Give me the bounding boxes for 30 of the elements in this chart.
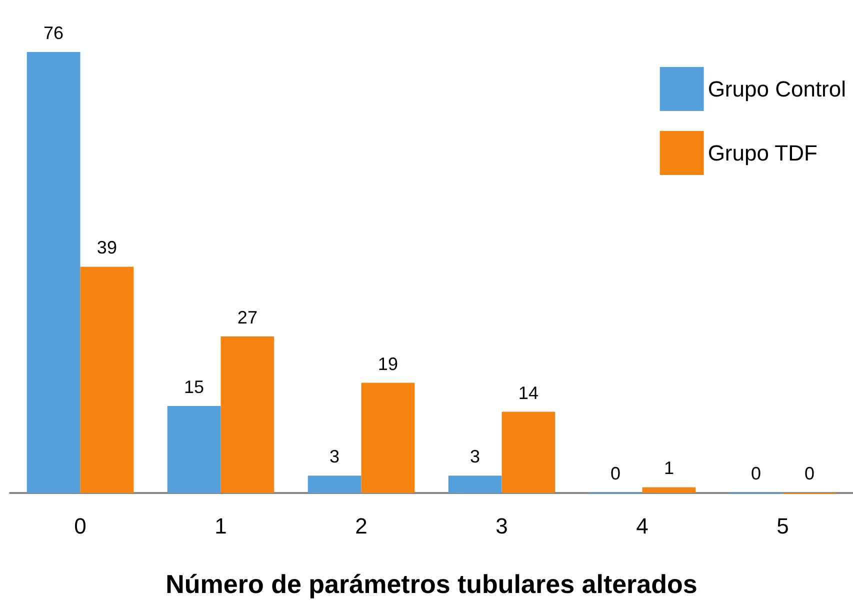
bar: [26, 52, 80, 493]
legend-label: Grupo Control: [708, 76, 846, 102]
data-label: 0: [610, 464, 621, 484]
data-label: 39: [96, 238, 117, 258]
data-label: 76: [44, 23, 64, 43]
data-label: 15: [184, 376, 204, 397]
x-tick-label: 5: [776, 514, 789, 538]
x-tick-label: 1: [214, 514, 227, 538]
bar: [167, 406, 221, 493]
bar: [361, 382, 415, 493]
bar: [642, 487, 696, 493]
data-label: 3: [470, 446, 480, 467]
legend-label: Grupo TDF: [708, 140, 818, 166]
data-label: 3: [330, 446, 340, 467]
x-tick-label: 2: [355, 514, 368, 538]
bar: [220, 336, 274, 493]
data-label: 0: [751, 464, 762, 484]
x-tick-label: 4: [636, 514, 648, 538]
data-label: 14: [518, 382, 538, 403]
bar: [80, 266, 134, 493]
x-tick-label: 0: [74, 514, 86, 538]
data-label: 1: [664, 458, 674, 478]
bar: [308, 476, 362, 493]
data-label: 27: [237, 307, 258, 328]
x-axis-title: Número de parámetros tubulares alterados: [166, 569, 698, 599]
data-label: 19: [378, 354, 398, 374]
bar: [502, 412, 556, 493]
data-label: 0: [804, 464, 814, 484]
bar: [448, 476, 502, 493]
x-tick-label: 3: [496, 514, 508, 538]
